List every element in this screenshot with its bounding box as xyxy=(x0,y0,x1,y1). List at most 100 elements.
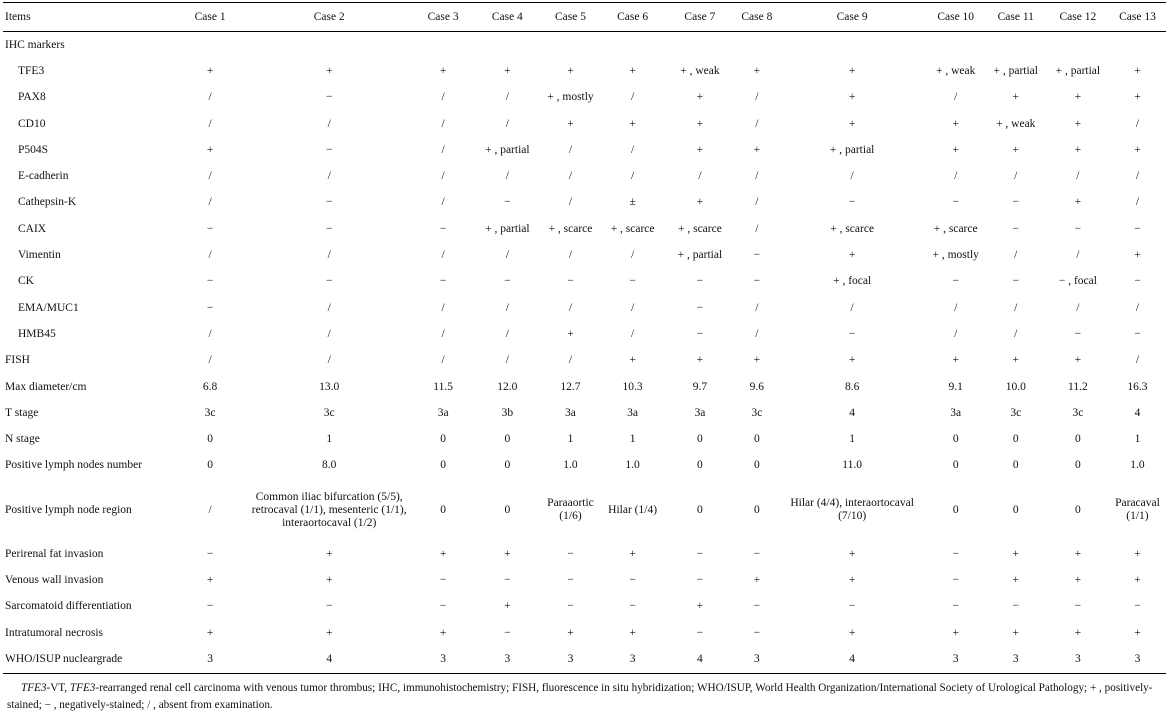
table-cell: 11.5 xyxy=(433,380,453,393)
table-cell: − xyxy=(567,600,574,613)
table-cell: − xyxy=(848,600,856,613)
table-cell: 3 xyxy=(1108,646,1166,674)
table-cell: − xyxy=(1134,222,1141,235)
table-cell: + , partial xyxy=(677,249,723,262)
table-cell: + xyxy=(848,626,856,639)
table-cell: / xyxy=(755,327,759,340)
row-label: Sarcomatoid differentiation xyxy=(5,600,132,613)
table-row: FISH / / / / / + + + + + + + / xyxy=(3,348,1166,374)
table-row: Cathepsin-K / − / − / ± + / − − − + / xyxy=(3,190,1166,216)
table-cell: − xyxy=(206,600,214,613)
table-row: Max diameter/cm 6.8 13.0 11.5 12.0 12.7 10.3 9.… xyxy=(3,374,1166,400)
table-cell: + xyxy=(696,117,704,130)
table-cell: 0 xyxy=(504,503,511,516)
column-header-case-9: Case 9 xyxy=(777,2,927,32)
table-cell: / xyxy=(441,91,445,104)
table-cell: 0 xyxy=(207,459,213,472)
table-cell: Hilar (4/4), interaortocaval (7/10) xyxy=(790,497,914,523)
table-cell: + xyxy=(629,354,636,367)
table-cell: / xyxy=(568,249,573,262)
table-row: EMA/MUC1 − / / / / / − / / / / / / xyxy=(3,295,1166,321)
table-cell: / xyxy=(755,170,759,183)
table-cell: 1.0 xyxy=(625,459,640,472)
table-cell: + , scarce xyxy=(830,222,875,235)
table-cell: − xyxy=(504,196,511,209)
table-body: IHC markers TFE3 + + + + + + + , weak + + + , weak +… xyxy=(3,32,1166,674)
table-cell: / xyxy=(1014,249,1018,262)
table-row: E-cadherin / / / / / / / / / / / / / xyxy=(3,163,1166,189)
table-cell: + xyxy=(952,117,959,130)
table-cell: + xyxy=(504,64,511,77)
table-cell: + xyxy=(696,196,704,209)
table-cell: 3 xyxy=(475,646,540,674)
column-header-case-8: Case 8 xyxy=(736,2,778,32)
table-cell: − xyxy=(696,547,704,560)
table-cell: − xyxy=(753,626,761,639)
table-cell: 0 xyxy=(952,503,959,516)
row-label: Vimentin xyxy=(18,249,61,262)
table-row: WHO/ISUP nucleargrade 3 4 3 3 3 3 4 3 4 3 3 3 3 xyxy=(3,646,1166,674)
row-label: Cathepsin-K xyxy=(18,196,77,209)
table-cell xyxy=(247,32,411,59)
table-cell: + xyxy=(567,64,574,77)
table-cell: − xyxy=(753,249,761,262)
table-cell: + xyxy=(1074,117,1082,130)
table-cell: − xyxy=(567,573,574,586)
row-label: EMA/MUC1 xyxy=(18,301,79,314)
table-cell: + , mostly xyxy=(547,91,594,104)
table-cell: − xyxy=(696,275,704,288)
table-cell: 4 xyxy=(1134,406,1141,419)
table-cell: − xyxy=(504,573,511,586)
table-cell: / xyxy=(1135,301,1140,314)
table-cell: Paraaortic (1/6) xyxy=(547,497,594,523)
table-row: TFE3 + + + + + + + , weak + + + , weak + , partial +… xyxy=(3,58,1166,84)
table-cell: + xyxy=(325,547,333,560)
table-cell: 0 xyxy=(207,433,213,446)
column-header-case-1: Case 1 xyxy=(172,2,248,32)
table-cell: / xyxy=(954,170,958,183)
table-cell: 8.6 xyxy=(844,380,860,393)
footnote-gene-1: TFE3 xyxy=(21,681,47,694)
table-cell: − xyxy=(1074,600,1082,613)
table-cell: − xyxy=(439,573,447,586)
table-cell: / xyxy=(441,143,445,156)
table-cell: + xyxy=(1074,91,1082,104)
table-cell: − xyxy=(1012,600,1020,613)
table-cell: 0 xyxy=(697,503,703,516)
table-cell: 3c xyxy=(323,406,335,419)
row-label: CAIX xyxy=(18,222,47,235)
row-label: CD10 xyxy=(18,117,46,130)
table-row: Vimentin / / / / / / + , partial − + + , mostly / / + xyxy=(3,242,1166,268)
table-cell: / xyxy=(1135,354,1140,367)
table-cell: + xyxy=(1134,143,1141,156)
row-label: Perirenal fat invasion xyxy=(5,547,104,560)
table-cell: / xyxy=(954,91,958,104)
table-cell: + xyxy=(1012,626,1020,639)
table-cell: / xyxy=(1076,301,1080,314)
table-cell: / xyxy=(954,301,958,314)
table-cell: 0 xyxy=(952,459,959,472)
table-cell: / xyxy=(1135,117,1140,130)
table-cell: + xyxy=(206,143,214,156)
table-cell: 3 xyxy=(411,646,476,674)
table-cell: − xyxy=(753,275,761,288)
table-row: CAIX − − − + , partial + , scarce + , scarce + … xyxy=(3,216,1166,242)
column-header-case-13: Case 13 xyxy=(1108,2,1166,32)
table-cell: − xyxy=(1074,327,1082,340)
table-cell: 9.7 xyxy=(692,380,708,393)
table-cell: / xyxy=(1076,249,1080,262)
table-cell: − xyxy=(325,91,333,104)
table-cell: 3a xyxy=(694,406,706,419)
table-row: CK − − − − − − − − + , focal − − − , focal − xyxy=(3,269,1166,295)
column-header-items: Items xyxy=(3,2,173,32)
table-cell: 3a xyxy=(950,406,962,419)
column-header-case-4: Case 4 xyxy=(475,2,540,32)
table-cell: + , scarce xyxy=(610,222,655,235)
table-cell: + xyxy=(848,91,856,104)
table-cell: + xyxy=(567,117,574,130)
table-cell: / xyxy=(327,117,331,130)
table-cell: 4 xyxy=(247,646,412,674)
table-cell: / xyxy=(755,196,759,209)
table-cell xyxy=(927,32,985,59)
table-cell: 3c xyxy=(1010,406,1022,419)
